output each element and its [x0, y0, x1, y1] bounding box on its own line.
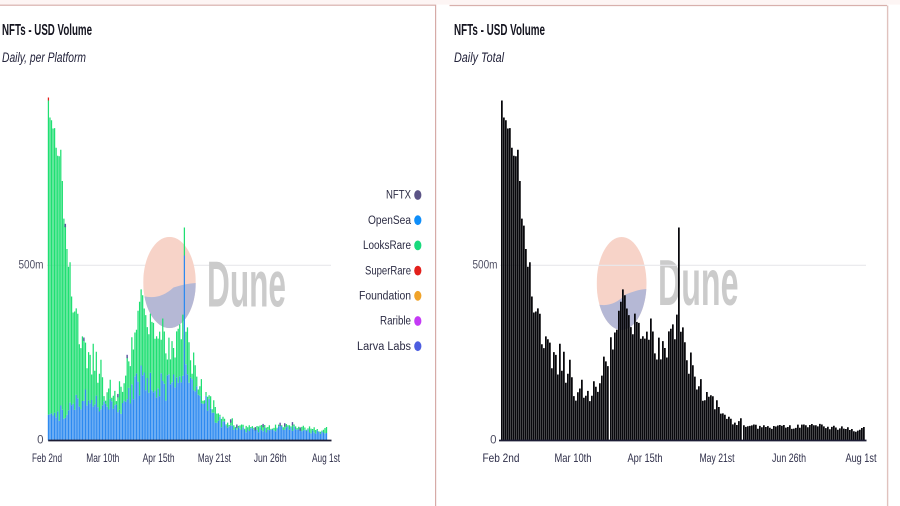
svg-text:OpenSea: OpenSea	[368, 215, 412, 227]
svg-text:SuperRare: SuperRare	[365, 265, 411, 277]
svg-text:May 21st: May 21st	[198, 451, 231, 465]
svg-text:Daily Total: Daily Total	[454, 50, 505, 65]
svg-text:Dune: Dune	[658, 247, 739, 319]
svg-text:0: 0	[37, 435, 43, 447]
svg-text:0: 0	[490, 435, 496, 447]
svg-text:NFTs - USD Volume: NFTs - USD Volume	[454, 22, 545, 39]
svg-text:Aug 1st: Aug 1st	[312, 451, 340, 465]
svg-text:Jun 26th: Jun 26th	[254, 451, 287, 465]
svg-text:Daily, per Platform: Daily, per Platform	[2, 50, 86, 65]
svg-text:Larva Labs: Larva Labs	[357, 341, 411, 353]
svg-text:Apr 15th: Apr 15th	[143, 451, 175, 465]
svg-text:Apr 15th: Apr 15th	[628, 451, 663, 465]
svg-text:Aug 1st: Aug 1st	[846, 451, 877, 465]
svg-text:May 21st: May 21st	[700, 451, 735, 465]
svg-text:Dune: Dune	[207, 249, 286, 321]
svg-text:Mar 10th: Mar 10th	[555, 451, 592, 465]
svg-text:Mar 10th: Mar 10th	[86, 451, 119, 465]
svg-text:Feb 2nd: Feb 2nd	[483, 451, 520, 465]
svg-text:Rarible: Rarible	[380, 316, 411, 328]
svg-text:Foundation: Foundation	[359, 291, 411, 303]
svg-text:500m: 500m	[473, 260, 498, 272]
svg-text:500m: 500m	[19, 260, 44, 272]
svg-text:NFTX: NFTX	[386, 190, 411, 202]
svg-text:NFTs - USD Volume: NFTs - USD Volume	[2, 22, 92, 39]
svg-text:Feb 2nd: Feb 2nd	[32, 451, 62, 465]
svg-text:Jun 26th: Jun 26th	[772, 451, 806, 465]
svg-text:LooksRare: LooksRare	[363, 240, 411, 252]
